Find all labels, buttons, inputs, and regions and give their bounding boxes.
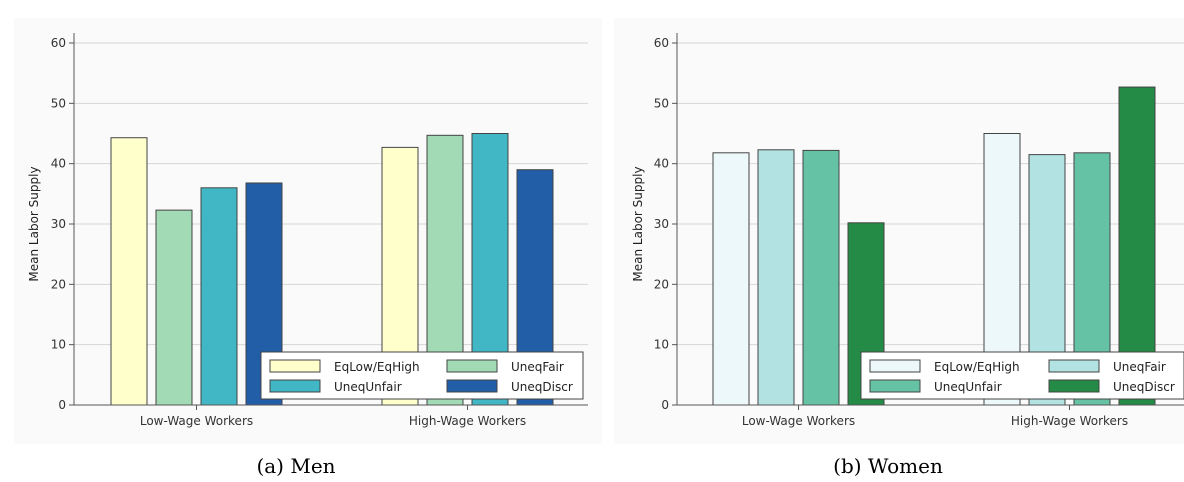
legend: EqLow/EqHigh UneqFair UneqUnfair UneqDiscr [860,351,1184,400]
bar [802,149,840,406]
legend-label: EqLow/EqHigh [934,360,1020,374]
y-tick-label: 0 [58,398,66,412]
legend-swatch [446,379,498,393]
y-axis-label: Mean Labor Supply [27,166,41,281]
bar-chart-men: 0 10 20 30 40 50 60 Mean Labor Supply Low-Wage W… [14,18,602,444]
legend-swatch [446,359,498,373]
legend-swatch [869,379,921,393]
caption-men: (a) Men [256,454,336,478]
y-tick-label: 30 [654,217,669,231]
y-tick-label: 30 [51,217,66,231]
legend-label: UneqUnfair [334,380,402,394]
y-tick-label: 10 [51,338,66,352]
x-category-label: High-Wage Workers [1011,414,1128,428]
y-axis-label: Mean Labor Supply [631,166,645,281]
legend: EqLow/EqHigh UneqFair UneqUnfair UneqDiscr [260,351,584,400]
bar [712,152,750,406]
bar [155,209,193,406]
x-category-label: Low-Wage Workers [742,414,855,428]
y-tick-label: 60 [51,36,66,50]
legend-swatch [269,379,321,393]
legend-swatch [1048,359,1100,373]
legend-label: UneqUnfair [934,380,1002,394]
legend-label: UneqFair [1113,360,1166,374]
y-tick-label: 20 [654,277,669,291]
y-tick-label: 50 [654,96,669,110]
legend-swatch [869,359,921,373]
legend-swatch [269,359,321,373]
y-tick-label: 40 [51,157,66,171]
legend-label: UneqDiscr [511,380,573,394]
y-tick-label: 20 [51,277,66,291]
caption-women: (b) Women [833,454,943,478]
legend-label: UneqFair [511,360,564,374]
bar [757,149,795,406]
y-tick-label: 0 [661,398,669,412]
x-category-label: Low-Wage Workers [140,414,253,428]
bar [200,187,238,406]
bar-chart-women: 0 10 20 30 40 50 60 Mean Labor Supply Low-Wage W… [614,18,1184,444]
y-tick-label: 10 [654,338,669,352]
panel-women: 0 10 20 30 40 50 60 Mean Labor Supply Low-Wage W… [592,0,1184,482]
x-category-label: High-Wage Workers [409,414,526,428]
legend-label: EqLow/EqHigh [334,360,420,374]
y-tick-label: 40 [654,157,669,171]
y-tick-label: 60 [654,36,669,50]
legend-swatch [1048,379,1100,393]
y-tick-label: 50 [51,96,66,110]
legend-label: UneqDiscr [1113,380,1175,394]
bar [110,137,148,406]
panel-men: 0 10 20 30 40 50 60 Mean Labor Supply Low-Wage W… [14,18,602,478]
